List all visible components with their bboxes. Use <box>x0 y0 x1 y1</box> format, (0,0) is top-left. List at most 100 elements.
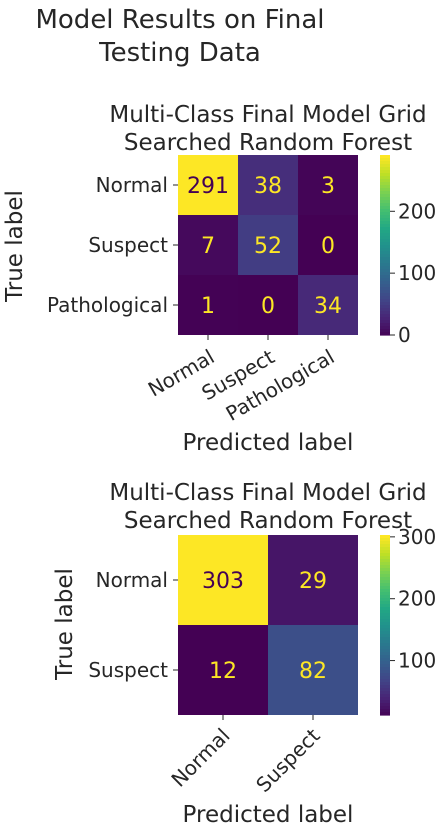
colorbar-tick-label: 300 <box>398 525 436 549</box>
heatmap-cell-1-1 <box>268 625 358 715</box>
colorbar-segment <box>380 179 390 183</box>
colorbar-segment <box>380 191 390 195</box>
colorbar-segment <box>380 317 390 321</box>
colorbar-segment <box>380 233 390 237</box>
colorbar-segment <box>380 218 390 222</box>
colorbar-segment <box>380 679 390 683</box>
colorbar-segment <box>380 544 390 548</box>
colorbar-segment <box>380 616 390 620</box>
colorbar-segment <box>380 634 390 638</box>
cell-value-label: 7 <box>201 234 215 259</box>
colorbar-segment <box>380 607 390 611</box>
cell-value-label: 12 <box>209 659 237 684</box>
colorbar-segment <box>380 538 390 542</box>
heatmap-cell-1-1 <box>238 215 298 275</box>
y-tick-label: Normal <box>96 568 168 592</box>
colorbar-segment <box>380 559 390 563</box>
colorbar-segment <box>380 574 390 578</box>
chart-title-line-1: Multi-Class Final Model Grid <box>109 480 426 506</box>
confusion-matrix-multiclass: Multi-Class Final Model Grid Searched Ra… <box>2 102 436 456</box>
heatmap-cell-0-0 <box>178 535 268 625</box>
colorbar-segment <box>380 577 390 581</box>
colorbar-segment <box>380 580 390 584</box>
colorbar-segment <box>380 652 390 656</box>
y-tick-label: Suspect <box>88 658 168 682</box>
y-tick-label: Pathological <box>47 293 168 317</box>
colorbar-segment <box>380 631 390 635</box>
colorbar-segment <box>380 637 390 641</box>
colorbar-segment <box>380 266 390 270</box>
colorbar-segment <box>380 281 390 285</box>
colorbar-segment <box>380 601 390 605</box>
y-axis-label: True label <box>52 568 78 681</box>
colorbar-segment <box>380 170 390 174</box>
colorbar-segment <box>380 694 390 698</box>
colorbar-segment <box>380 296 390 300</box>
colorbar-segment <box>380 158 390 162</box>
colorbar-segment <box>380 308 390 312</box>
y-tick-label: Suspect <box>88 233 168 257</box>
colorbar-tick-label: 100 <box>398 649 436 673</box>
colorbar-segment <box>380 592 390 596</box>
colorbar-segment <box>380 221 390 225</box>
colorbar-segment <box>380 257 390 261</box>
colorbar-tick-label: 0 <box>398 323 411 347</box>
colorbar-segment <box>380 188 390 192</box>
cell-value-label: 3 <box>321 174 335 199</box>
colorbar-segment <box>380 290 390 294</box>
colorbar-segment <box>380 700 390 704</box>
colorbar-segment <box>380 556 390 560</box>
colorbar-segment <box>380 658 390 662</box>
colorbar-segment <box>380 245 390 249</box>
colorbar-segment <box>380 305 390 309</box>
colorbar-segment <box>380 227 390 231</box>
colorbar-segment <box>380 535 390 539</box>
colorbar-segment <box>380 155 390 159</box>
colorbar-segment <box>380 203 390 207</box>
colorbar-segment <box>380 628 390 632</box>
colorbar-segment <box>380 275 390 279</box>
cell-value-label: 0 <box>261 294 275 319</box>
colorbar-segment <box>380 712 390 716</box>
colorbar-segment <box>380 287 390 291</box>
colorbar-segment <box>380 236 390 240</box>
colorbar-segment <box>380 661 390 665</box>
colorbar-segment <box>380 550 390 554</box>
heatmap-cell-1-0 <box>178 215 238 275</box>
colorbar-segment <box>380 610 390 614</box>
x-axis-label: Predicted label <box>183 802 354 828</box>
colorbar-segment <box>380 664 390 668</box>
colorbar-segment <box>380 676 390 680</box>
chart-title-line-2: Searched Random Forest <box>124 508 412 534</box>
colorbar-segment <box>380 239 390 243</box>
heatmap-cell-2-1 <box>238 275 298 335</box>
colorbar-segment <box>380 323 390 327</box>
colorbar-segment <box>380 194 390 198</box>
colorbar-segment <box>380 709 390 713</box>
colorbar-segment <box>380 604 390 608</box>
colorbar-segment <box>380 568 390 572</box>
colorbar-segment <box>380 314 390 318</box>
colorbar-segment <box>380 161 390 165</box>
colorbar-segment <box>380 688 390 692</box>
colorbar-segment <box>380 263 390 267</box>
colorbar-segment <box>380 242 390 246</box>
figure-title-line-1: Model Results on Final <box>35 5 324 35</box>
x-tick-label: Normal <box>166 724 234 792</box>
colorbar-segment <box>380 284 390 288</box>
cell-value-label: 1 <box>201 294 215 319</box>
colorbar-segment <box>380 649 390 653</box>
colorbar-segment <box>380 706 390 710</box>
y-tick-label: Normal <box>96 173 168 197</box>
colorbar-segment <box>380 278 390 282</box>
colorbar-segment <box>380 670 390 674</box>
colorbar-segment <box>380 164 390 168</box>
colorbar-segment <box>380 640 390 644</box>
colorbar-segment <box>380 320 390 324</box>
figure-title-line-2: Testing Data <box>98 38 261 68</box>
colorbar-segment <box>380 215 390 219</box>
heatmap-cell-1-2 <box>298 215 358 275</box>
colorbar-segment <box>380 571 390 575</box>
heatmap-cell-0-2 <box>298 155 358 215</box>
